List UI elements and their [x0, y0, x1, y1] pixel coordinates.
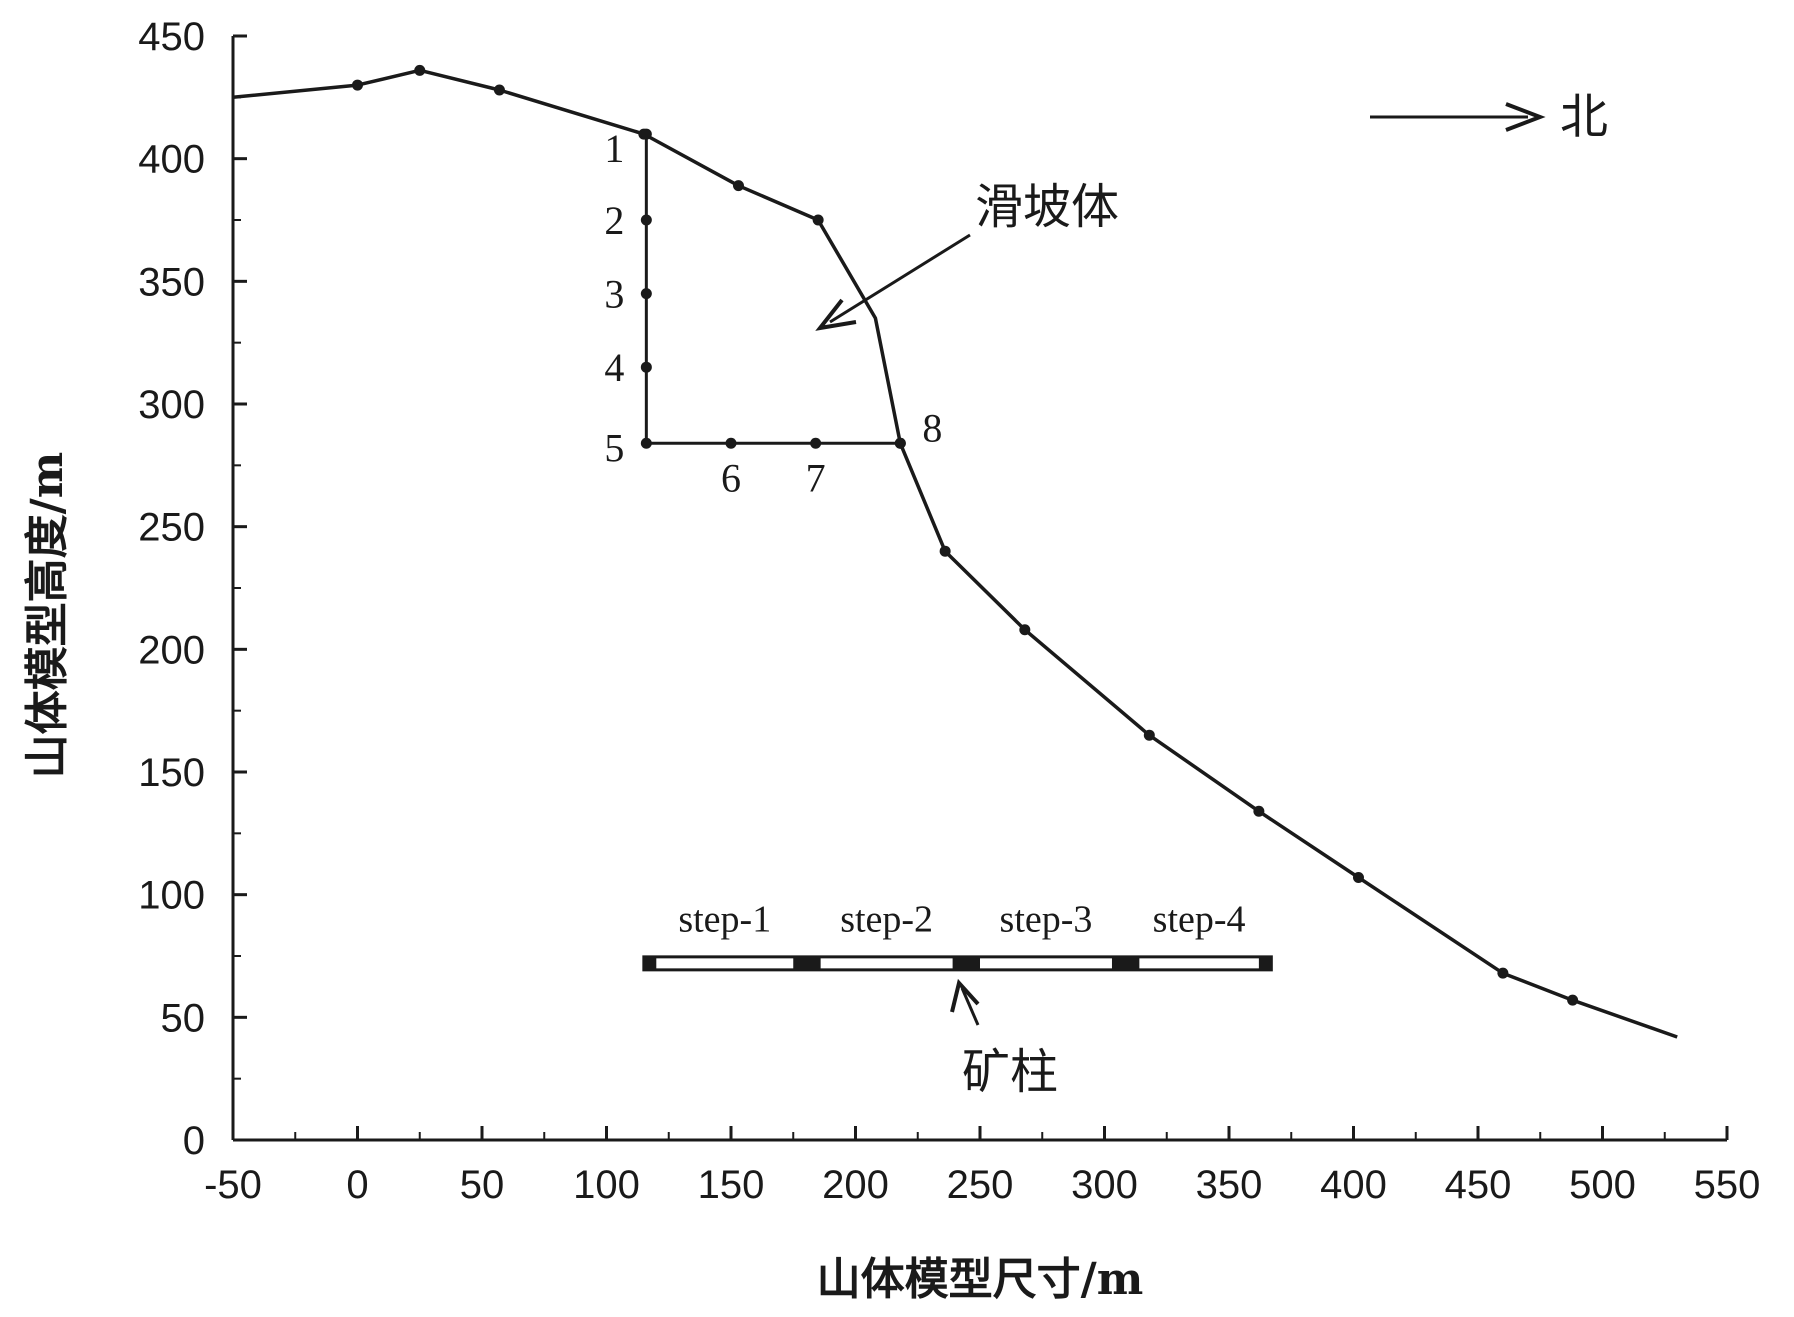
monitoring-point [810, 437, 822, 449]
y-axis-label: 山体模型高度/m [22, 452, 73, 779]
step-label: step-1 [678, 898, 771, 940]
step-label: step-3 [1000, 898, 1093, 940]
monitoring-point-label: 7 [806, 455, 826, 500]
monitoring-point-label: 6 [721, 455, 741, 500]
monitoring-point [725, 437, 737, 449]
y-tick-label: 300 [138, 383, 205, 427]
step-label: step-4 [1153, 898, 1246, 940]
monitoring-point [640, 437, 652, 449]
monitoring-point-label: 4 [604, 345, 624, 390]
x-tick-label: 500 [1569, 1163, 1636, 1207]
y-tick-label: 400 [138, 138, 205, 182]
step-label: step-2 [840, 898, 933, 940]
y-tick-label: 350 [138, 260, 205, 304]
profile-marker [1352, 871, 1364, 883]
y-tick-label: 450 [138, 15, 205, 59]
y-tick-label: 250 [138, 506, 205, 550]
pillar-arrow: 矿柱 [950, 978, 1058, 1100]
monitoring-point-label: 1 [604, 126, 624, 171]
y-tick-label: 0 [183, 1119, 205, 1163]
y-tick-label: 150 [138, 751, 205, 795]
profile-marker [732, 180, 744, 192]
profile-marker [1253, 805, 1265, 817]
y-tick-label: 50 [161, 996, 206, 1040]
landslide-label: 滑坡体 [975, 179, 1119, 235]
profile-marker [1497, 967, 1509, 979]
monitoring-point [640, 361, 652, 373]
slope-profile-line [232, 68, 1678, 1039]
monitoring-point-label: 2 [604, 198, 624, 243]
pillar-block [643, 956, 657, 970]
annotations: 山体模型尺寸/m 山体模型高度/m 北 滑坡体 矿柱 [22, 89, 1608, 1305]
axes: -50 0 50 100 150 200 250 300 350 400 450 500 5500501… [138, 15, 1760, 1207]
north-arrow: 北 [1370, 89, 1608, 145]
profile-marker [352, 79, 363, 91]
monitoring-point [640, 288, 652, 300]
monitoring-point-label: 8 [922, 405, 942, 450]
pillar-block [1111, 956, 1140, 970]
profile-marker [1019, 624, 1031, 636]
profile-marker [1567, 994, 1579, 1006]
north-label: 北 [1560, 89, 1608, 145]
monitoring-point [640, 214, 652, 226]
monitoring-point [894, 437, 906, 449]
profile-marker [812, 214, 824, 226]
x-tick-label: 300 [1071, 1163, 1138, 1207]
x-tick-label: 50 [460, 1163, 505, 1207]
x-tick-label: 350 [1196, 1163, 1263, 1207]
landslide-arrow: 滑坡体 [815, 179, 1119, 331]
x-tick-label: 100 [573, 1163, 640, 1207]
pillar-label: 矿柱 [962, 1044, 1058, 1100]
x-tick-label: 250 [947, 1163, 1014, 1207]
pillar-block [952, 956, 980, 970]
y-tick-label: 200 [138, 628, 205, 672]
x-tick-label: 200 [822, 1163, 889, 1207]
pillar-block [793, 956, 821, 970]
x-tick-label: 450 [1445, 1163, 1512, 1207]
monitoring-point-label: 5 [604, 425, 624, 470]
monitoring-point-label: 3 [604, 272, 624, 317]
x-tick-label: 150 [698, 1163, 765, 1207]
monitoring-point [640, 128, 652, 140]
profile-marker [493, 84, 505, 96]
profile-marker [414, 64, 426, 76]
x-tick-label: 550 [1694, 1163, 1761, 1207]
profile-marker [939, 545, 951, 557]
y-tick-label: 100 [138, 874, 205, 918]
x-tick-label: 0 [346, 1163, 368, 1207]
plot-area: 1 2 3 4 5 6 7 8 step-1 step-2 step-3 step-4 [232, 64, 1678, 1039]
pillar-block [1258, 956, 1272, 970]
x-axis-label: 山体模型尺寸/m [817, 1254, 1144, 1305]
x-tick-label: -50 [204, 1163, 262, 1207]
profile-marker [1143, 729, 1155, 741]
x-tick-label: 400 [1320, 1163, 1387, 1207]
